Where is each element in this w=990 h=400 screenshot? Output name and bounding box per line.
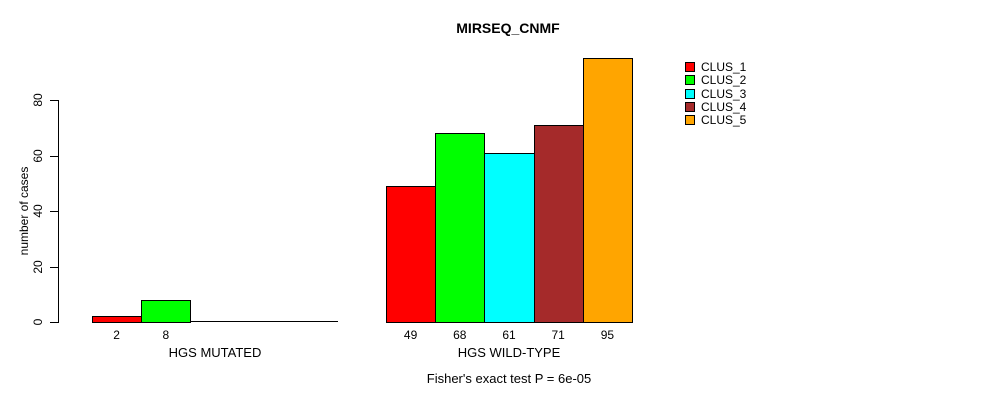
bar-value-label: 68 <box>453 328 467 342</box>
legend-label: CLUS_4 <box>701 100 747 115</box>
y-tick <box>50 266 59 268</box>
bar-clus_4 <box>533 124 584 323</box>
category-label: HGS MUTATED <box>168 345 262 360</box>
legend-swatch-icon <box>685 88 695 99</box>
legend-swatch-icon <box>685 62 695 73</box>
annotation-text: Fisher's exact test P = 6e-05 <box>426 371 592 386</box>
y-axis-label: number of cases <box>17 166 31 256</box>
legend-item-clus_4: CLUS_4 <box>685 100 747 115</box>
y-tick <box>50 155 59 157</box>
chart-title: MIRSEQ_CNMF <box>456 20 560 36</box>
legend-item-clus_5: CLUS_5 <box>685 113 747 128</box>
legend: CLUS_1 CLUS_2 CLUS_3 CLUS_4 CLUS_5 <box>685 60 747 128</box>
y-tick-label: 60 <box>31 148 45 163</box>
bar-clus_1 <box>386 186 437 323</box>
bar-clus_2 <box>435 133 486 323</box>
legend-label: CLUS_1 <box>701 60 747 75</box>
bar-clus_2 <box>141 299 192 323</box>
bar-value-label: 61 <box>502 328 516 342</box>
legend-label: CLUS_2 <box>701 73 747 88</box>
y-tick <box>50 100 59 102</box>
y-tick-label: 20 <box>31 259 45 274</box>
x-axis-baseline <box>92 321 338 323</box>
legend-label: CLUS_3 <box>701 86 747 101</box>
legend-item-clus_3: CLUS_3 <box>685 86 747 101</box>
y-tick-label: 80 <box>31 93 45 107</box>
y-tick <box>50 322 59 324</box>
bar-value-label: 95 <box>600 328 615 342</box>
bar-value-label: 71 <box>551 328 565 342</box>
legend-swatch-icon <box>685 75 695 86</box>
y-tick-label: 40 <box>31 204 45 218</box>
legend-swatch-icon <box>685 102 695 113</box>
bar-clus_3 <box>484 152 535 323</box>
bar-value-label: 2 <box>113 328 120 342</box>
y-tick-label: 0 <box>31 318 45 326</box>
y-tick <box>50 211 59 213</box>
bar-value-label: 8 <box>162 328 170 342</box>
bar-value-label: 49 <box>403 328 418 342</box>
bar-clus_5 <box>582 58 633 323</box>
legend-item-clus_1: CLUS_1 <box>685 60 747 75</box>
legend-swatch-icon <box>685 115 695 126</box>
bar-clus_1 <box>92 316 143 323</box>
legend-item-clus_2: CLUS_2 <box>685 73 747 88</box>
legend-label: CLUS_5 <box>701 113 747 128</box>
category-label: HGS WILD-TYPE <box>457 345 561 360</box>
